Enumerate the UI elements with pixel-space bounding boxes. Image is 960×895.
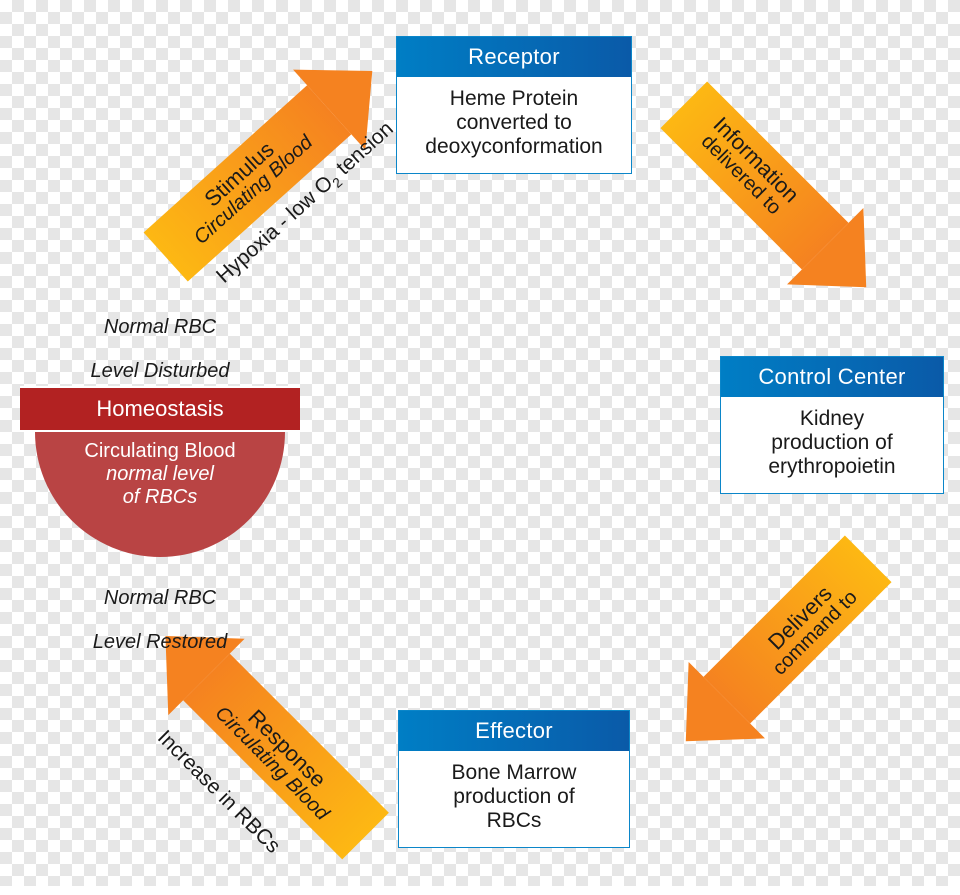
- node-effector-body: Bone Marrow production of RBCs: [399, 751, 629, 847]
- homeostasis-band: Homeostasis: [20, 386, 300, 432]
- arrow-stimulus: Stimulus Circulating Blood Hypoxia - low…: [123, 23, 415, 304]
- node-effector: Effector Bone Marrow production of RBCs: [398, 710, 630, 848]
- node-homeostasis: Normal RBC Level Disturbed Homeostasis C…: [20, 290, 300, 657]
- arrow-information: Information delivered to: [639, 60, 912, 333]
- node-control-center: Control Center Kidney production of eryt…: [720, 356, 944, 494]
- node-receptor: Receptor Heme Protein converted to deoxy…: [396, 36, 632, 174]
- arrow-delivers: Delivers command to: [641, 514, 914, 787]
- homeostasis-top-label: Normal RBC Level Disturbed: [20, 294, 300, 382]
- node-control-center-header: Control Center: [721, 357, 943, 397]
- homeostasis-bottom-label: Normal RBC Level Restored: [20, 565, 300, 653]
- node-receptor-header: Receptor: [397, 37, 631, 77]
- homeostasis-semicircle: Circulating Blood normal level of RBCs: [35, 432, 285, 557]
- node-effector-header: Effector: [399, 711, 629, 751]
- node-control-center-body: Kidney production of erythropoietin: [721, 397, 943, 493]
- node-receptor-body: Heme Protein converted to deoxyconformat…: [397, 77, 631, 173]
